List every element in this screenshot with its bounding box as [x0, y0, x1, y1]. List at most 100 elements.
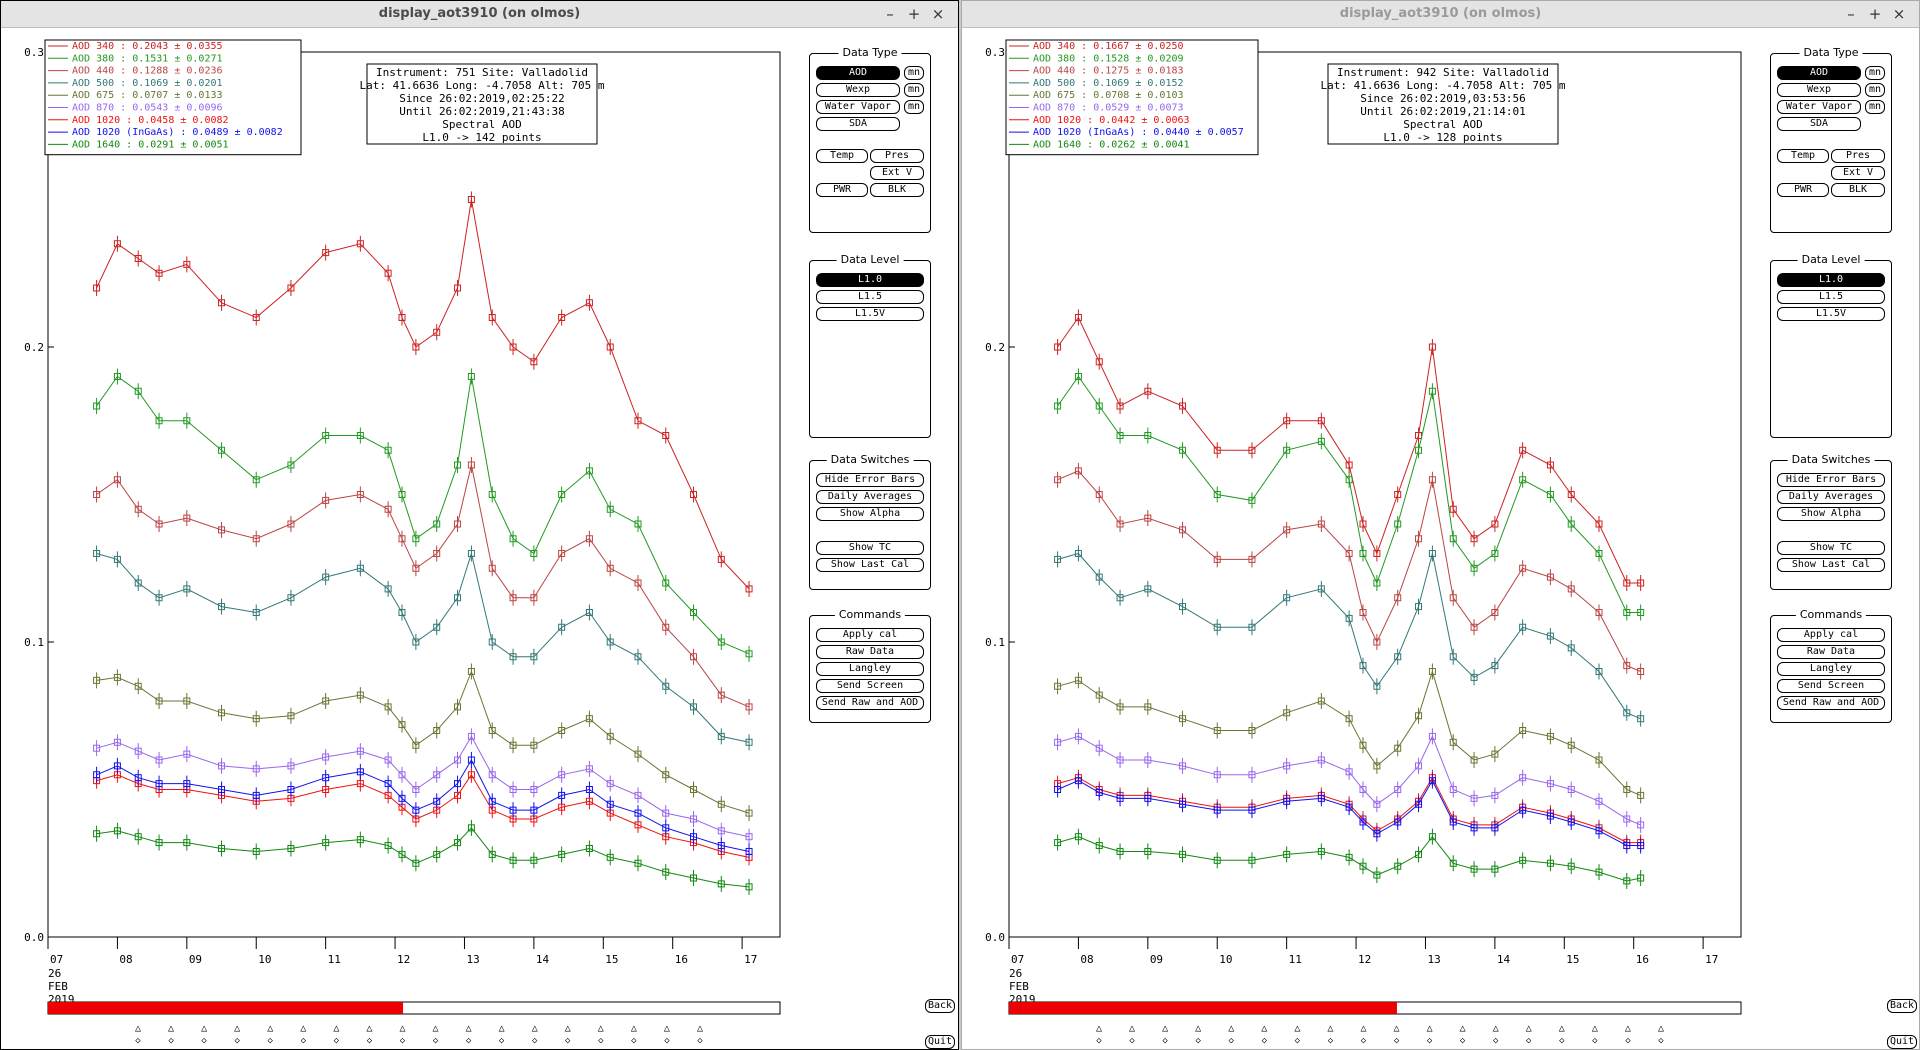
send-raw-and-aod-button[interactable]: Send Raw and AOD [816, 696, 924, 710]
quit-button[interactable]: Quit [925, 1035, 955, 1049]
send-screen-button[interactable]: Send Screen [816, 679, 924, 693]
show-tc-button[interactable]: Show TC [816, 541, 924, 555]
diamond-marker-icon: ◇ [400, 1036, 406, 1046]
minimize-icon[interactable]: – [1847, 5, 1855, 23]
show-alpha-button[interactable]: Show Alpha [816, 507, 924, 521]
xtick-label: 12 [1358, 953, 1371, 966]
apply-cal-button[interactable]: Apply cal [1777, 628, 1885, 642]
temp-button[interactable]: Temp [816, 149, 868, 163]
calibration-marker-icon: △ [1162, 1023, 1168, 1034]
level-l1-5v-button[interactable]: L1.5V [1777, 307, 1885, 321]
xtick-label: 10 [1219, 953, 1232, 966]
langley-button[interactable]: Langley [816, 662, 924, 676]
level-l1-5-button[interactable]: L1.5 [816, 290, 924, 304]
aod-plot: 0.30.20.10.007 08 09 10 11 12 13 14 15 16 1726FEB2… [985, 39, 1742, 1046]
calibration-marker-icon: △ [1195, 1023, 1201, 1034]
data-level-panel: Data Level L1.0 L1.5 L1.5V [1770, 253, 1892, 438]
mn-button[interactable]: mn [904, 100, 924, 114]
close-icon[interactable]: × [931, 5, 945, 23]
info-line: Spectral AOD [442, 118, 521, 131]
pres-button[interactable]: Pres [870, 149, 924, 163]
show-tc-button[interactable]: Show TC [1777, 541, 1885, 555]
ext-v-button[interactable]: Ext V [1831, 166, 1885, 180]
data-type-sda-button[interactable]: SDA [816, 117, 900, 131]
level-l1-5v-button[interactable]: L1.5V [816, 307, 924, 321]
data-type-water-vapor-button[interactable]: Water Vapor [816, 100, 900, 114]
temp-button[interactable]: Temp [1777, 149, 1829, 163]
data-type-wexp-button[interactable]: Wexp [1777, 83, 1861, 97]
diamond-marker-icon: ◇ [664, 1036, 670, 1046]
hide-error-bars-button[interactable]: Hide Error Bars [1777, 473, 1885, 487]
data-type-aod-button[interactable]: AOD [816, 66, 900, 80]
ytick-label: 0.0 [985, 931, 1005, 944]
xtick-label: 16 [675, 953, 688, 966]
pwr-button[interactable]: PWR [1777, 183, 1829, 197]
send-raw-and-aod-button[interactable]: Send Raw and AOD [1777, 696, 1885, 710]
raw-data-button[interactable]: Raw Data [1777, 645, 1885, 659]
ext-v-button[interactable]: Ext V [870, 166, 924, 180]
maximize-icon[interactable]: + [907, 5, 921, 23]
raw-data-button[interactable]: Raw Data [816, 645, 924, 659]
titlebar[interactable]: display_aot3910 (on olmos) – + × [1, 1, 958, 28]
level-l1-5-button[interactable]: L1.5 [1777, 290, 1885, 304]
level-l1-0-button[interactable]: L1.0 [1777, 273, 1885, 287]
legend-entry: AOD 340 : 0.1667 ± 0.0250 [1033, 41, 1184, 52]
daily-averages-button[interactable]: Daily Averages [816, 490, 924, 504]
maximize-icon[interactable]: + [1868, 5, 1882, 23]
diamond-marker-icon: ◇ [532, 1036, 538, 1046]
hide-error-bars-button[interactable]: Hide Error Bars [816, 473, 924, 487]
data-type-water-vapor-button[interactable]: Water Vapor [1777, 100, 1861, 114]
time-progress-bar[interactable]: △ ◇ △ ◇ △ ◇ △ ◇ △ ◇ △ ◇ △ ◇ △ ◇ △ ◇ △ ◇ △ ◇ △ ◇ △ ◇ △ ◇ △ ◇ △ ◇ △ ◇ △ ◇ [1008, 1001, 1742, 1046]
diamond-marker-icon: ◇ [1493, 1036, 1499, 1046]
pwr-button[interactable]: PWR [816, 183, 868, 197]
mn-button[interactable]: mn [1865, 100, 1885, 114]
panel-title: Data Level [836, 253, 904, 266]
langley-button[interactable]: Langley [1777, 662, 1885, 676]
mn-button[interactable]: mn [904, 66, 924, 80]
series-aod-1020-ingaas- [93, 752, 753, 860]
right-window: display_aot3910 (on olmos) – + × 0.3 0.2 0.1 0.… [961, 0, 1920, 1050]
diamond-marker-icon: ◇ [1592, 1036, 1598, 1046]
diamond-marker-icon: ◇ [135, 1036, 141, 1046]
time-progress-bar[interactable]: △ ◇ △ ◇ △ ◇ △ ◇ △ ◇ △ ◇ △ ◇ △ ◇ △ ◇ △ ◇ △ ◇ △ ◇ △ ◇ △ ◇ △ ◇ △ ◇ △ ◇ △ ◇ [47, 1001, 781, 1046]
panel-title: Data Type [1799, 46, 1863, 59]
blk-button[interactable]: BLK [1831, 183, 1885, 197]
mn-button[interactable]: mn [1865, 83, 1885, 97]
back-button[interactable]: Back [925, 999, 955, 1013]
mn-button[interactable]: mn [1865, 66, 1885, 80]
show-last-cal-button[interactable]: Show Last Cal [816, 558, 924, 572]
diamond-marker-icon: ◇ [1394, 1036, 1400, 1046]
back-button[interactable]: Back [1887, 999, 1917, 1013]
close-icon[interactable]: × [1892, 5, 1906, 23]
legend-entry: AOD 1020 (InGaAs) : 0.0489 ± 0.0082 [72, 127, 283, 138]
data-type-wexp-button[interactable]: Wexp [816, 83, 900, 97]
titlebar[interactable]: display_aot3910 (on olmos) – + × [962, 1, 1919, 28]
plot-frame [1008, 51, 1742, 938]
show-last-cal-button[interactable]: Show Last Cal [1777, 558, 1885, 572]
data-type-sda-button[interactable]: SDA [1777, 117, 1861, 131]
legend-entry: AOD 500 : 0.1069 ± 0.0152 [1033, 78, 1184, 89]
pres-button[interactable]: Pres [1831, 149, 1885, 163]
mn-button[interactable]: mn [904, 83, 924, 97]
info-line: Lat: 41.6636 Long: -4.7058 Alt: 705 m [1320, 79, 1565, 92]
blk-button[interactable]: BLK [870, 183, 924, 197]
ytick-label: 0.3 [985, 46, 1005, 59]
xtick-label: 12 [397, 953, 410, 966]
diamond-marker-icon: ◇ [168, 1036, 174, 1046]
show-alpha-button[interactable]: Show Alpha [1777, 507, 1885, 521]
send-screen-button[interactable]: Send Screen [1777, 679, 1885, 693]
progress-fill [1009, 1002, 1397, 1014]
quit-button[interactable]: Quit [1887, 1035, 1917, 1049]
xtick-label: 16 [1636, 953, 1649, 966]
apply-cal-button[interactable]: Apply cal [816, 628, 924, 642]
level-l1-0-button[interactable]: L1.0 [816, 273, 924, 287]
data-level-panel: Data Level L1.0 L1.5 L1.5V [809, 253, 931, 438]
minimize-icon[interactable]: – [886, 5, 894, 23]
calibration-marker-icon: △ [1327, 1023, 1333, 1034]
diamond-marker-icon: ◇ [234, 1036, 240, 1046]
legend-entry: AOD 675 : 0.0708 ± 0.0103 [1033, 90, 1184, 101]
data-type-aod-button[interactable]: AOD [1777, 66, 1861, 80]
info-line: L1.0 -> 128 points [1383, 131, 1502, 144]
daily-averages-button[interactable]: Daily Averages [1777, 490, 1885, 504]
